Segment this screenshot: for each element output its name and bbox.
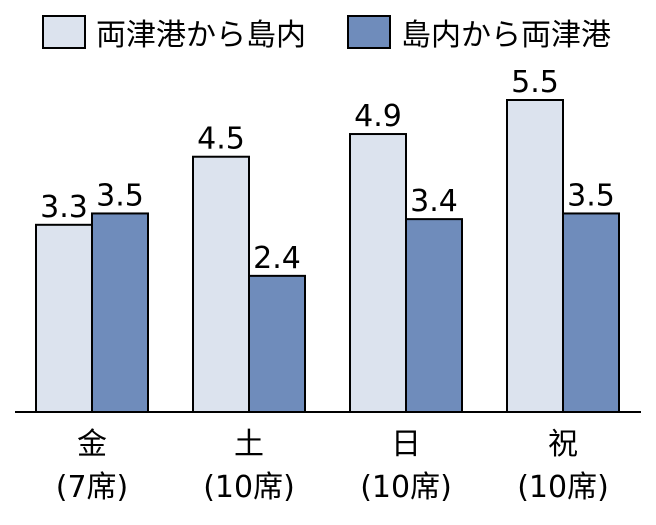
bar-series1-2 — [192, 155, 250, 413]
category-label-4: 祝 — [548, 427, 578, 462]
legend-item-series-1: 両津港から島内 — [42, 10, 306, 54]
bar-series2-1 — [91, 212, 149, 413]
data-label-series2-2: 2.4 — [253, 241, 301, 276]
data-label-series2-4: 3.5 — [567, 178, 615, 213]
bar-series1-3 — [349, 133, 407, 413]
category-label-1: 金 — [77, 427, 107, 462]
legend-swatch-series-1 — [42, 15, 86, 49]
category-sublabel-2: (10席) — [203, 470, 295, 505]
data-label-series2-3: 3.4 — [410, 184, 458, 219]
bar-series2-2 — [248, 274, 306, 414]
data-label-series2-1: 3.5 — [96, 178, 144, 213]
legend-swatch-series-2 — [347, 15, 391, 49]
category-label-2: 土 — [234, 427, 264, 462]
category-sublabel-3: (10席) — [360, 470, 452, 505]
bar-series2-3 — [405, 218, 463, 413]
bar-series1-1 — [35, 223, 93, 413]
category-sublabel-1: (7席) — [56, 470, 129, 505]
data-label-series1-1: 3.3 — [40, 190, 88, 225]
legend: 両津港から島内 島内から両津港 — [0, 10, 656, 54]
category-sublabel-4: (10席) — [517, 470, 609, 505]
data-label-series1-2: 4.5 — [197, 122, 245, 157]
bar-series1-4 — [506, 99, 564, 413]
legend-label-series-2: 島内から両津港 — [401, 18, 611, 53]
data-label-series1-4: 5.5 — [511, 65, 559, 100]
legend-item-series-2: 島内から両津港 — [347, 10, 611, 54]
data-label-series1-3: 4.9 — [354, 99, 402, 134]
bar-series2-4 — [562, 212, 620, 413]
legend-label-series-1: 両津港から島内 — [96, 18, 306, 53]
category-label-3: 日 — [391, 427, 421, 462]
